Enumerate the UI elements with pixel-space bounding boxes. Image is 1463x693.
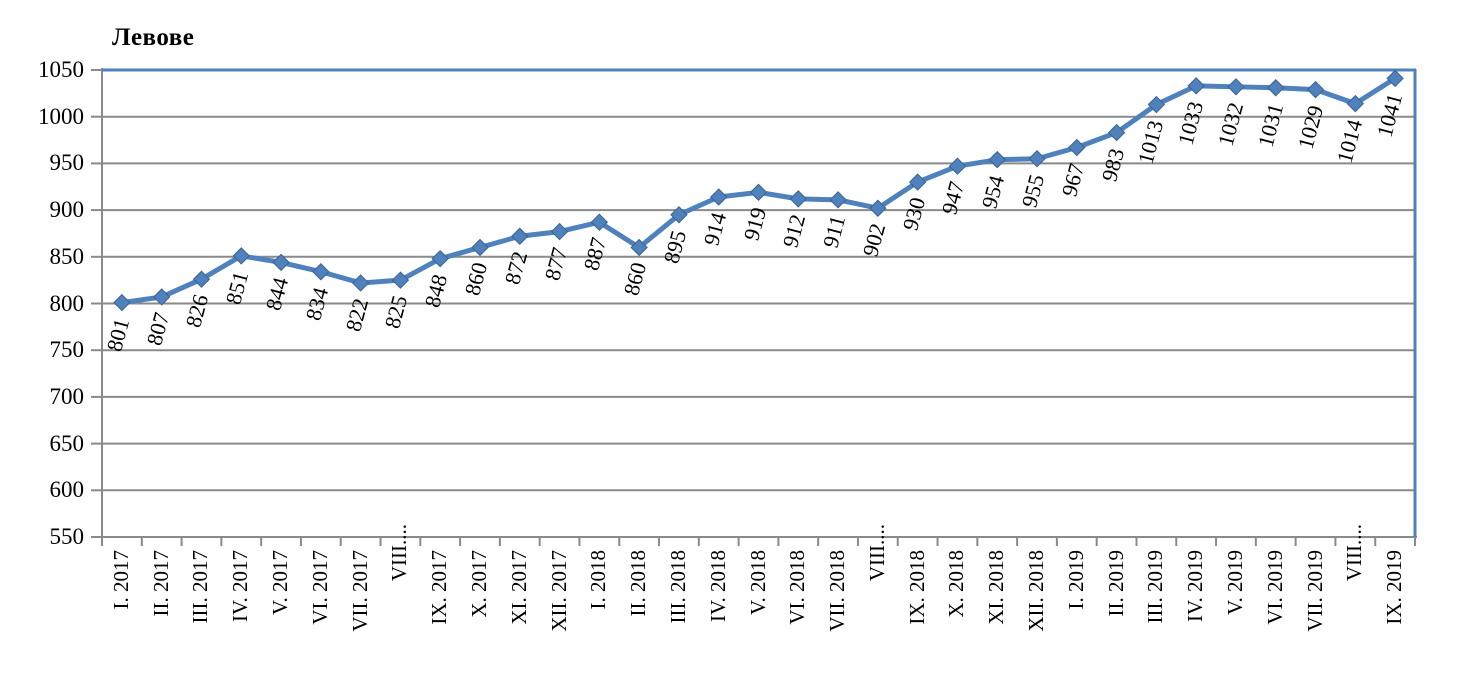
- data-point-marker: [869, 199, 887, 217]
- data-point-marker: [1068, 138, 1086, 157]
- data-point-marker: [1346, 94, 1365, 113]
- data-point-marker: [630, 238, 648, 257]
- data-point-marker: [1267, 79, 1285, 97]
- data-point-marker: [710, 188, 728, 206]
- data-point-marker: [670, 206, 688, 224]
- data-point-marker: [829, 191, 847, 209]
- data-point-marker: [431, 249, 449, 268]
- data-point-marker: [1227, 78, 1245, 96]
- data-point-marker: [789, 190, 807, 208]
- data-point-marker: [749, 183, 768, 202]
- data-point-marker: [908, 173, 927, 191]
- data-point-marker: [192, 270, 211, 288]
- data-point-marker: [152, 288, 171, 306]
- data-point-marker: [948, 157, 967, 175]
- data-point-marker: [391, 271, 410, 289]
- data-point-marker: [590, 213, 609, 231]
- data-point-marker: [312, 263, 330, 281]
- data-point-marker: [113, 293, 131, 312]
- data-point-marker: [1147, 95, 1166, 114]
- data-point-marker: [232, 247, 250, 265]
- data-point-marker: [511, 227, 529, 245]
- data-point-marker: [988, 150, 1006, 169]
- data-point-marker: [351, 274, 370, 292]
- data-point-marker: [1107, 123, 1126, 142]
- data-point-marker: [550, 222, 569, 241]
- data-point-marker: [1187, 77, 1205, 95]
- data-point-marker: [272, 253, 290, 272]
- data-point-marker: [1028, 150, 1046, 168]
- chart-title: Левове: [112, 24, 195, 51]
- data-point-marker: [471, 238, 489, 257]
- data-point-marker: [1386, 69, 1404, 88]
- data-point-marker: [1306, 80, 1325, 99]
